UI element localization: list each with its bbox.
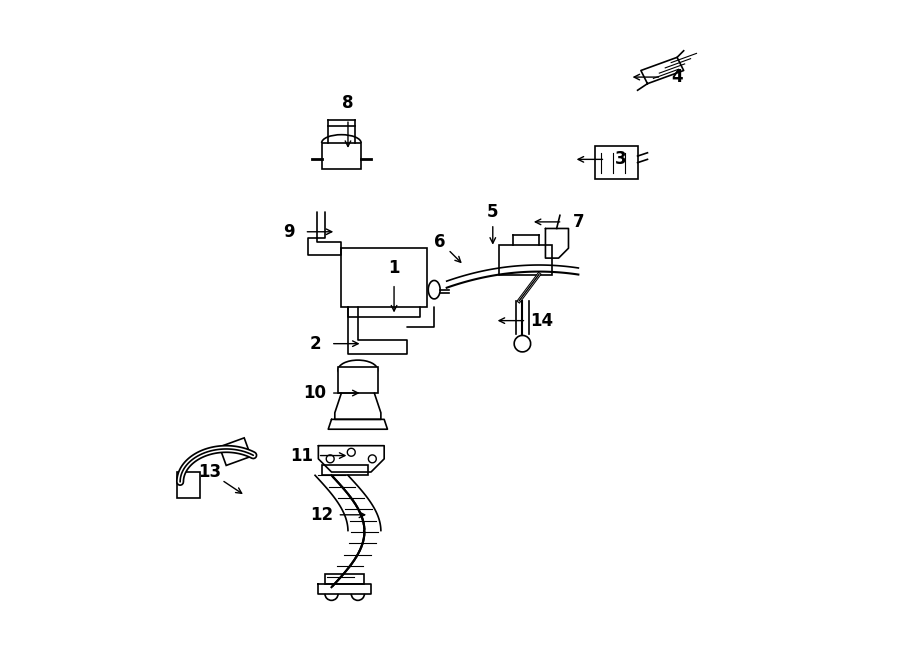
Polygon shape xyxy=(500,245,552,274)
Bar xyxy=(176,472,200,498)
Text: 7: 7 xyxy=(572,213,584,231)
Text: 4: 4 xyxy=(671,68,683,86)
Bar xyxy=(321,465,368,475)
Text: 3: 3 xyxy=(616,150,627,169)
Text: 6: 6 xyxy=(435,233,446,251)
Bar xyxy=(325,574,364,584)
Polygon shape xyxy=(595,146,637,179)
Text: 14: 14 xyxy=(531,311,554,330)
Bar xyxy=(220,438,251,465)
Text: 5: 5 xyxy=(487,203,499,221)
Text: 10: 10 xyxy=(303,384,327,402)
Text: 8: 8 xyxy=(342,95,354,112)
Text: 11: 11 xyxy=(291,447,313,465)
Bar xyxy=(338,367,378,393)
Text: 12: 12 xyxy=(310,506,333,524)
Text: 13: 13 xyxy=(198,463,221,481)
Text: 1: 1 xyxy=(388,259,400,277)
Polygon shape xyxy=(341,249,427,307)
Text: 2: 2 xyxy=(310,334,321,353)
Bar xyxy=(321,143,361,169)
Text: 9: 9 xyxy=(283,223,294,241)
